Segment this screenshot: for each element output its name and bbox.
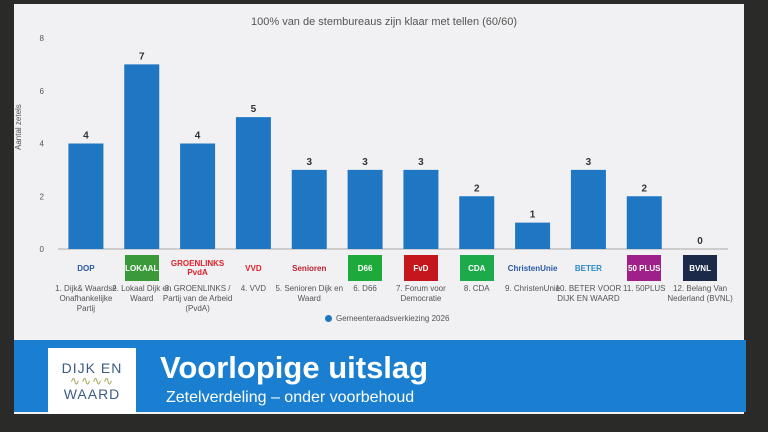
bar [347,169,383,249]
logo-line1: DIJK EN [61,360,123,376]
party-logo: CDA [459,255,494,281]
banner [14,340,746,412]
party-logo: FvD [403,255,438,281]
y-tick-label: 2 [40,192,45,201]
x-tick-label: 11. 50PLUS [622,284,666,293]
data-label: 3 [306,157,312,168]
data-label: 4 [83,131,89,142]
banner-title: Voorlopige uitslag [160,350,429,385]
data-label: 2 [641,183,647,194]
x-tick-label: 12. Belang Van Nederland (BVNL) [667,284,733,303]
bar [403,169,439,249]
data-label: 3 [362,157,368,168]
x-tick-label: 10. BETER VOOR DIJK EN WAARD [555,284,622,303]
x-tick-label: 7. Forum voor Democratie [396,284,446,303]
party-logo: VVD [245,263,262,273]
bar [291,169,327,249]
bar [124,64,160,249]
bar [459,196,495,249]
legend-swatch [325,315,332,322]
x-tick-label: 6. D66 [353,284,377,293]
chart-title: 100% van de stembureaus zijn klaar met t… [251,16,517,28]
y-tick-label: 8 [40,34,45,43]
party-logo: ChristenUnie [507,263,558,273]
party-logo: BVNL [683,255,718,281]
party-logo: D66 [348,255,383,281]
data-label: 5 [251,104,257,115]
x-tick-label: 4. VVD [240,284,267,293]
y-tick-label: 6 [40,87,45,96]
dijk-en-waard-logo: DIJK EN ∿∿∿∿ WAARD [48,348,136,414]
data-label: 2 [474,183,480,194]
x-tick-label: 9. ChristenUnie [505,284,561,293]
legend-label: Gemeenteraadsverkiezing 2026 [336,314,450,323]
y-tick-label: 4 [40,140,45,149]
data-label: 4 [195,131,201,142]
x-tick-label: 5. Senioren Dijk en Waard [275,284,344,303]
party-logo: DOP [77,263,95,273]
x-tick-label: 1. Dijk& Waardse Onafhankelijke Partij [55,284,117,313]
bar [515,222,551,249]
banner-subtitle: Zetelverdeling – onder voorbehoud [166,389,415,406]
x-tick-label: 2. Lokaal Dijk en Waard [112,284,172,303]
bar [235,117,271,249]
data-label: 3 [586,157,592,168]
data-label: 3 [418,157,424,168]
bar [570,169,606,249]
party-logo: Senioren [292,263,327,273]
data-label: 0 [697,236,703,247]
bar [180,143,216,249]
data-label: 1 [530,210,536,221]
y-tick-label: 0 [40,245,45,254]
bar [626,196,662,249]
wave-icon: ∿∿∿∿ [69,374,115,388]
party-logo: 50 PLUS [627,255,662,281]
party-logo: LOKAAL [124,255,159,281]
logo-line2: WAARD [63,386,121,402]
party-logo: GROENLINKS PvdA [170,259,225,277]
party-logo: BETER [574,263,602,273]
data-label: 7 [139,51,145,62]
x-tick-label: 3. GROENLINKS / Partij van de Arbeid (Pv… [162,284,233,313]
legend: Gemeenteraadsverkiezing 2026 [325,314,449,323]
bar [68,143,104,249]
x-tick-label: 8. CDA [463,284,490,293]
